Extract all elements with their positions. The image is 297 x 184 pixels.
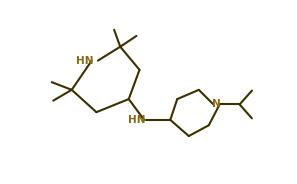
- Text: HN: HN: [128, 115, 146, 125]
- Text: N: N: [212, 100, 221, 109]
- Text: HN: HN: [76, 56, 93, 66]
